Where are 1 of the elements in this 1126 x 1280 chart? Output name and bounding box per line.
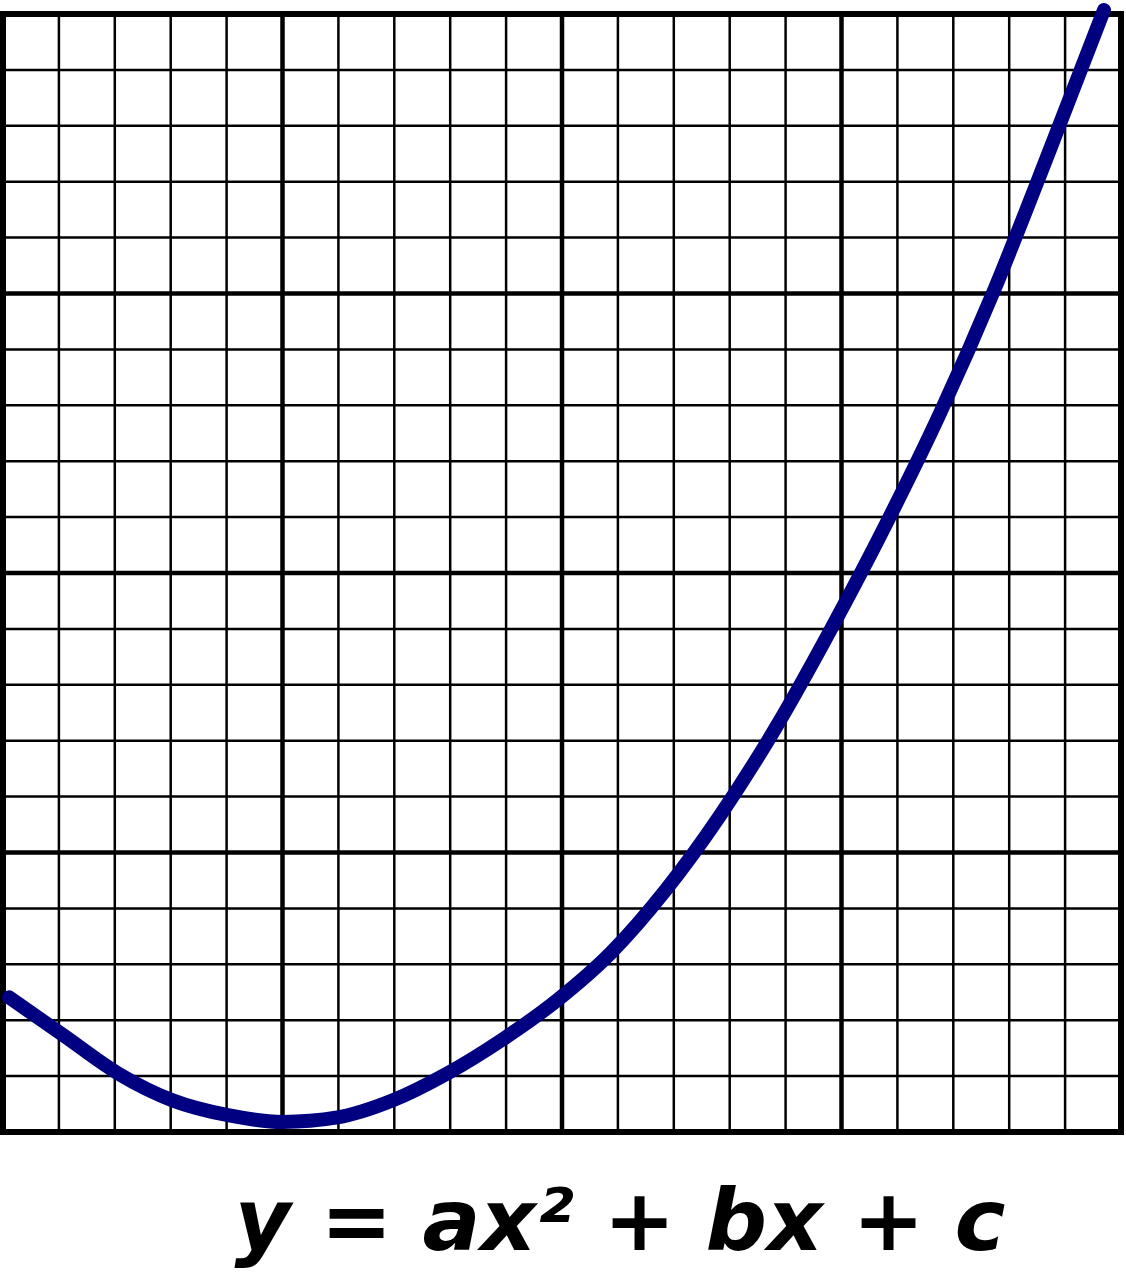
x-axis-title: y = ax² + bx + c — [234, 1170, 1006, 1270]
